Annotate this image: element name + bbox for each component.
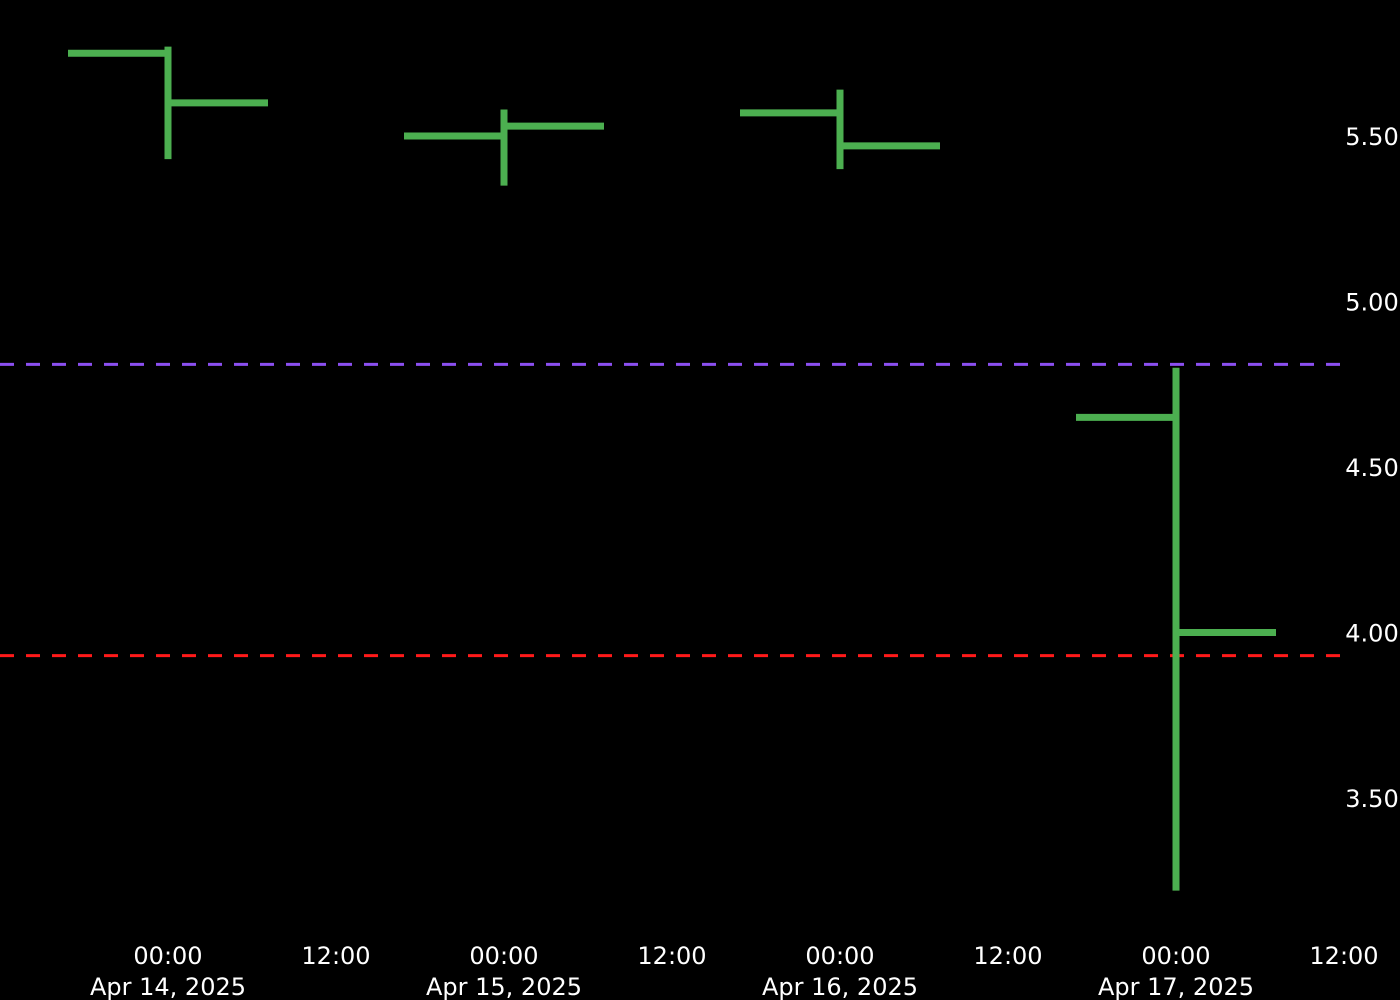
y-tick-label: 4.00: [1345, 620, 1398, 648]
ohlc-bar: [740, 89, 940, 170]
reference-lines: [0, 362, 1345, 658]
ohlc-bars: [68, 46, 1276, 891]
y-tick-label: 5.50: [1345, 123, 1398, 151]
y-axis: 3.50 4.00 4.50 5.00 5.50: [1345, 123, 1398, 813]
x-axis: 00:00 Apr 14, 2025 12:00 00:00 Apr 15, 2025 1…: [90, 942, 1379, 1000]
x-tick-date-label: Apr 15, 2025: [426, 973, 582, 1000]
x-tick-date-label: Apr 17, 2025: [1098, 973, 1254, 1000]
x-tick-time-label: 00:00: [805, 942, 874, 970]
y-tick-label: 5.00: [1345, 289, 1398, 317]
x-tick-time-label: 00:00: [469, 942, 538, 970]
ohlc-bar: [404, 109, 604, 186]
x-tick-date-label: Apr 14, 2025: [90, 973, 246, 1000]
x-tick-time-label: 12:00: [637, 942, 706, 970]
x-tick-time-label: 00:00: [1141, 942, 1210, 970]
y-tick-label: 3.50: [1345, 785, 1398, 813]
ohlc-bar: [1076, 367, 1276, 891]
x-tick-time-label: 12:00: [301, 942, 370, 970]
x-tick-date-label: Apr 16, 2025: [762, 973, 918, 1000]
x-tick-time-label: 12:00: [1309, 942, 1378, 970]
ohlc-bar: [68, 46, 268, 160]
y-tick-label: 4.50: [1345, 454, 1398, 482]
x-tick-time-label: 12:00: [973, 942, 1042, 970]
x-tick-time-label: 00:00: [133, 942, 202, 970]
